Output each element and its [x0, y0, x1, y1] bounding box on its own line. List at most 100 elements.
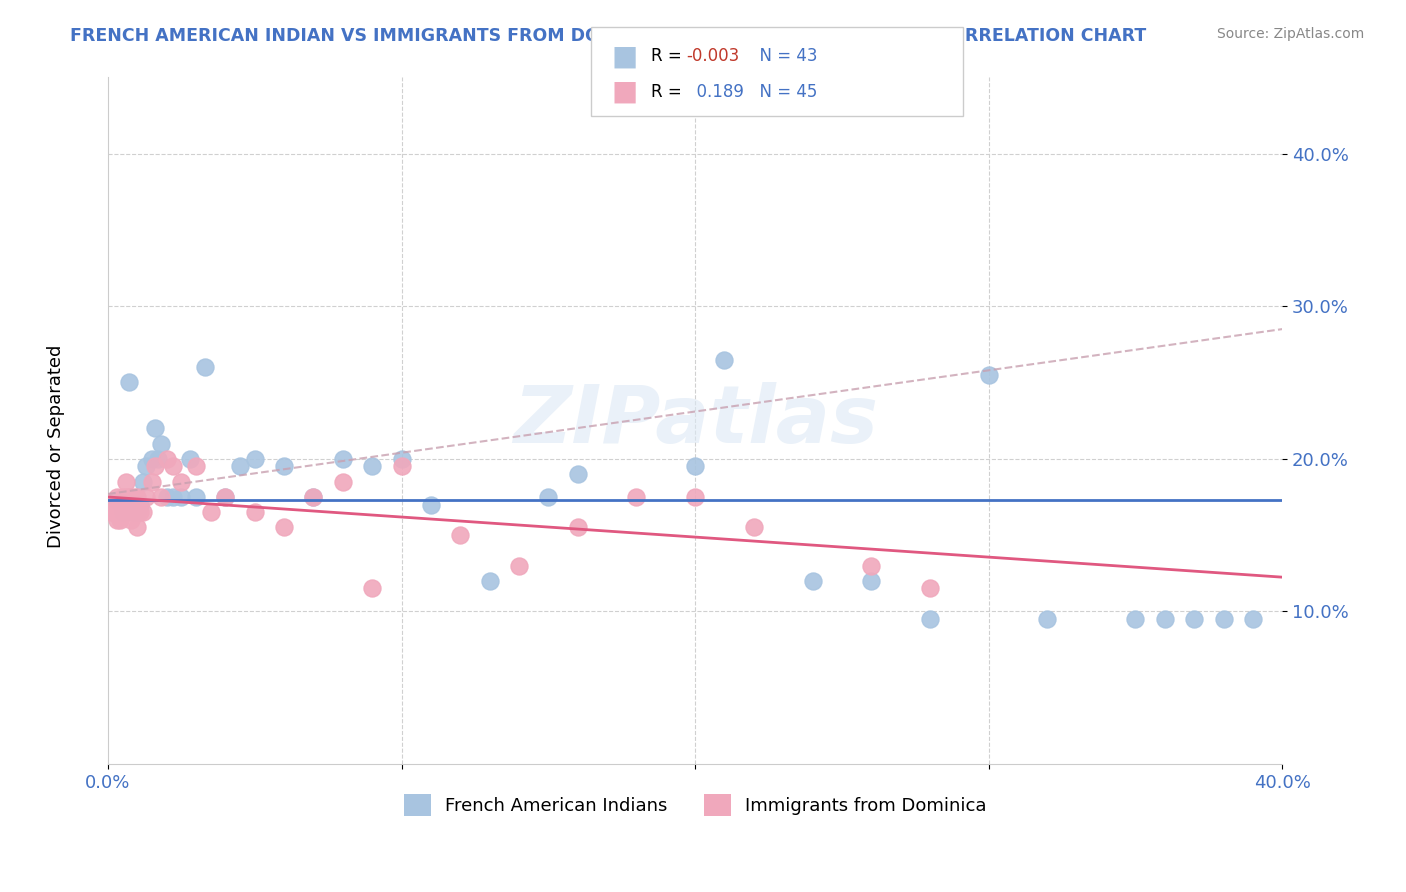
Point	[419, 498, 441, 512]
Text: ZIPatlas: ZIPatlas	[513, 382, 877, 459]
Point	[302, 490, 325, 504]
Point	[742, 520, 765, 534]
Point	[124, 505, 146, 519]
Point	[156, 451, 179, 466]
Point	[214, 490, 236, 504]
Point	[214, 490, 236, 504]
Point	[127, 490, 149, 504]
Point	[302, 490, 325, 504]
Point	[332, 451, 354, 466]
Point	[391, 451, 413, 466]
Point	[478, 574, 501, 588]
Point	[111, 505, 134, 519]
Point	[100, 505, 122, 519]
Point	[1125, 612, 1147, 626]
Point	[114, 490, 136, 504]
Point	[146, 451, 169, 466]
Point	[127, 505, 149, 519]
Point	[860, 558, 883, 573]
Point	[1241, 612, 1264, 626]
Point	[449, 528, 471, 542]
Point	[273, 459, 295, 474]
Text: R =: R =	[651, 47, 688, 65]
Point	[361, 459, 384, 474]
Point	[683, 490, 706, 504]
Point	[121, 513, 143, 527]
Point	[149, 490, 172, 504]
Point	[200, 505, 222, 519]
Text: N = 45: N = 45	[749, 83, 818, 101]
Legend: French American Indians, Immigrants from Dominica: French American Indians, Immigrants from…	[396, 787, 994, 823]
Text: ■: ■	[612, 42, 638, 70]
Point	[124, 505, 146, 519]
Point	[918, 612, 941, 626]
Point	[149, 436, 172, 450]
Point	[143, 421, 166, 435]
Point	[184, 459, 207, 474]
Point	[132, 505, 155, 519]
Text: Source: ZipAtlas.com: Source: ZipAtlas.com	[1216, 27, 1364, 41]
Point	[243, 451, 266, 466]
Point	[117, 490, 139, 504]
Point	[132, 475, 155, 489]
Text: -0.003: -0.003	[686, 47, 740, 65]
Point	[135, 459, 157, 474]
Point	[124, 490, 146, 504]
Point	[117, 505, 139, 519]
Point	[626, 490, 648, 504]
Point	[977, 368, 1000, 382]
Point	[391, 459, 413, 474]
Point	[129, 505, 152, 519]
Text: FRENCH AMERICAN INDIAN VS IMMIGRANTS FROM DOMINICA DIVORCED OR SEPARATED CORRELA: FRENCH AMERICAN INDIAN VS IMMIGRANTS FRO…	[70, 27, 1146, 45]
Point	[103, 498, 125, 512]
Point	[1036, 612, 1059, 626]
Point	[111, 490, 134, 504]
Point	[141, 475, 163, 489]
Point	[103, 505, 125, 519]
Point	[121, 498, 143, 512]
Point	[332, 475, 354, 489]
Point	[170, 475, 193, 489]
Point	[184, 490, 207, 504]
Point	[105, 492, 128, 507]
Point	[135, 490, 157, 504]
Point	[162, 490, 184, 504]
Point	[537, 490, 560, 504]
Point	[156, 490, 179, 504]
Point	[918, 582, 941, 596]
Point	[361, 582, 384, 596]
Text: Divorced or Separated: Divorced or Separated	[48, 344, 65, 548]
Point	[105, 490, 128, 504]
Point	[713, 352, 735, 367]
Point	[121, 490, 143, 504]
Point	[129, 498, 152, 512]
Text: 0.189: 0.189	[686, 83, 744, 101]
Point	[567, 520, 589, 534]
Point	[179, 451, 201, 466]
Point	[162, 459, 184, 474]
Point	[111, 505, 134, 519]
Text: R =: R =	[651, 83, 688, 101]
Point	[117, 376, 139, 390]
Point	[1182, 612, 1205, 626]
Point	[108, 513, 131, 527]
Point	[114, 475, 136, 489]
Text: ■: ■	[612, 78, 638, 106]
Point	[194, 360, 217, 375]
Point	[229, 459, 252, 474]
Point	[170, 490, 193, 504]
Point	[141, 451, 163, 466]
Point	[108, 498, 131, 512]
Point	[1212, 612, 1234, 626]
Point	[683, 459, 706, 474]
Point	[801, 574, 824, 588]
Text: N = 43: N = 43	[749, 47, 818, 65]
Point	[127, 520, 149, 534]
Point	[567, 467, 589, 481]
Point	[508, 558, 530, 573]
Point	[273, 520, 295, 534]
Point	[860, 574, 883, 588]
Point	[105, 513, 128, 527]
Point	[243, 505, 266, 519]
Point	[143, 459, 166, 474]
